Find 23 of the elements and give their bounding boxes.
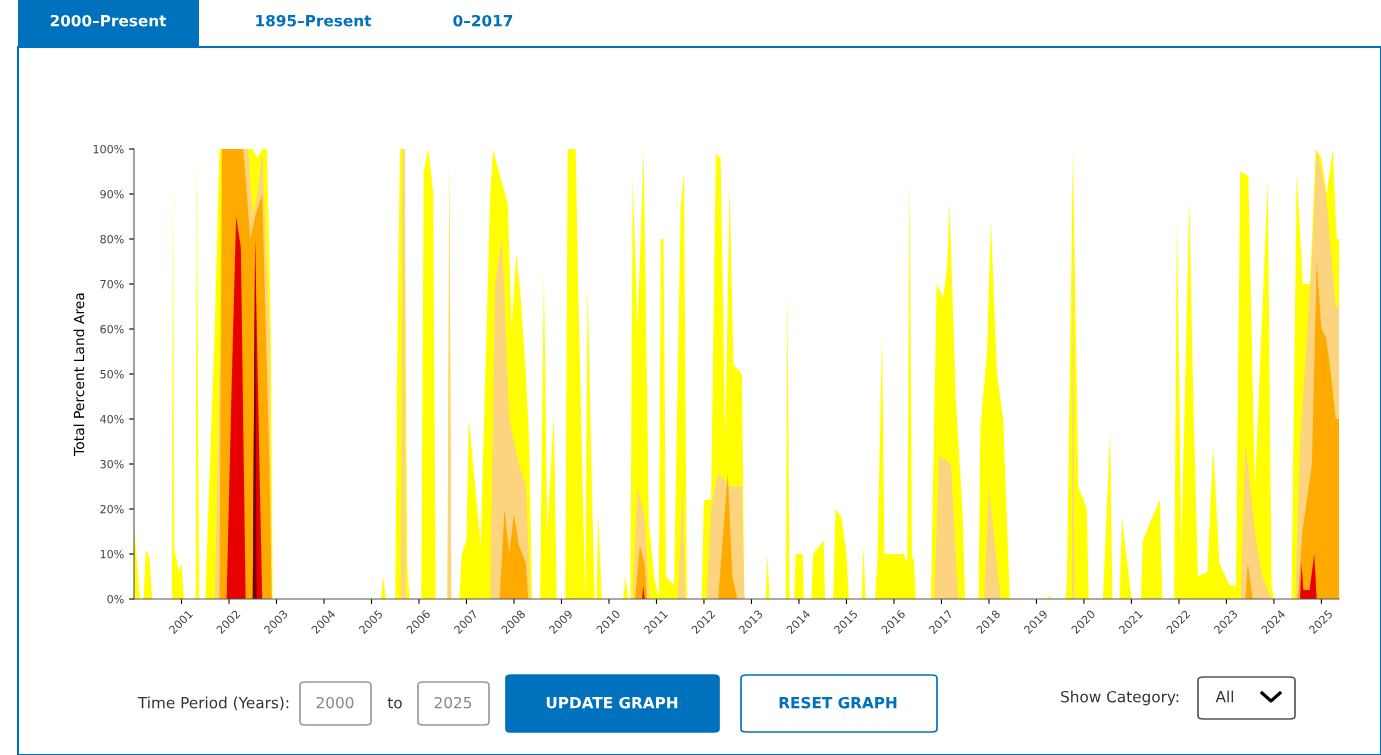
y-tick-label: 30%: [100, 459, 124, 469]
y-tick-label: 0%: [107, 594, 124, 604]
text: to: [387, 697, 402, 709]
text: UPDATE GRAPH: [546, 696, 678, 709]
y-tick-label: 70%: [100, 279, 124, 289]
y-tick-label: 10%: [100, 549, 124, 559]
text: 2025: [434, 696, 472, 709]
y-axis-title: Total Percent Land Area: [73, 293, 85, 456]
y-tick-label: 90%: [100, 189, 124, 199]
y-tick-label: 80%: [100, 234, 124, 244]
y-tick-label: 50%: [100, 369, 124, 379]
text: 1895–Present: [256, 14, 372, 27]
text: RESET GRAPH: [779, 696, 897, 709]
text: Time Period (Years):: [137, 696, 289, 711]
y-tick-label: 100%: [93, 144, 124, 154]
y-tick-label: 60%: [100, 324, 124, 334]
text: Show Category:: [1061, 690, 1179, 706]
y-tick-label: 40%: [100, 414, 124, 424]
text: 2000: [316, 696, 354, 709]
text: 2000–Present: [50, 14, 167, 27]
text: 0–2017: [453, 14, 513, 27]
text: All: [1215, 690, 1234, 703]
y-tick-label: 20%: [100, 504, 124, 514]
